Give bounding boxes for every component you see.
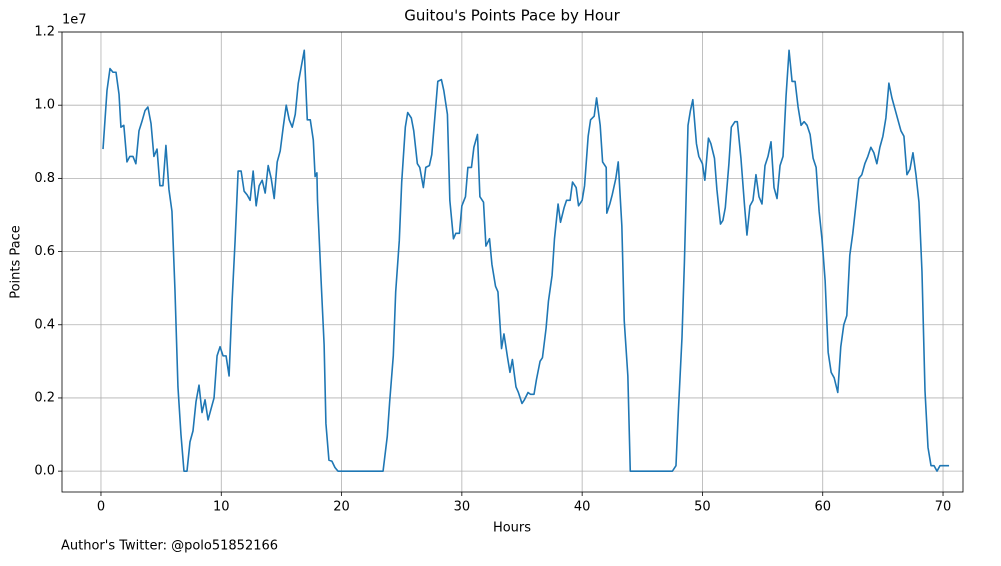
line <box>102 49 950 472</box>
y-offset-label: 1e7 <box>62 13 87 28</box>
x-tick-label: 50 <box>694 500 711 515</box>
y-tick-label: 0.2 <box>34 390 55 405</box>
chart-title: Guitou's Points Pace by Hour <box>404 7 620 25</box>
x-axis-label: Hours <box>493 521 531 536</box>
x-tick-label: 30 <box>454 500 471 515</box>
y-tick-label: 0.6 <box>34 244 55 259</box>
plot-frame <box>61 31 964 493</box>
y-tick-label: 1.0 <box>34 98 55 113</box>
footer: Author's Twitter: @polo51852166 <box>61 539 278 554</box>
y-tick-label: 1.2 <box>34 25 55 40</box>
y-axis-label: Points Pace <box>9 225 24 299</box>
y-tick-label: 0.8 <box>34 171 55 186</box>
x-tick-label: 0 <box>97 500 105 515</box>
x-tick-label: 20 <box>333 500 350 515</box>
x-tick-label: 10 <box>213 500 230 515</box>
y-tick-label: 0.4 <box>34 317 55 332</box>
x-tick-label: 40 <box>574 500 591 515</box>
x-tick-label: 60 <box>814 500 831 515</box>
x-tick-label: 70 <box>935 500 952 515</box>
y-tick-label: 0.0 <box>34 464 55 479</box>
